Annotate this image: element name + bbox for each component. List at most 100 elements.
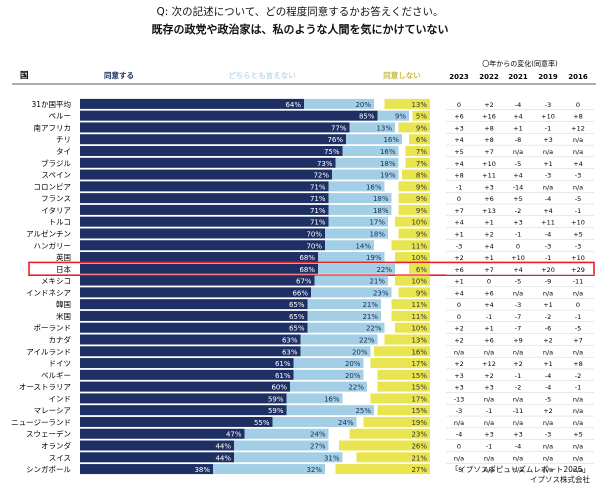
neutral-value: 19% [380,172,396,180]
neutral-value: 24% [310,431,326,439]
disagree-value: 13% [411,101,427,109]
disagree-bar [398,287,430,298]
agree-value: 70% [306,230,322,238]
change-value: +10 [541,113,555,121]
neutral-value: 18% [380,160,396,168]
country-label: 31か国平均 [31,99,71,109]
neutral-value: 20% [355,101,371,109]
change-value: 0 [457,301,461,309]
agree-value: 65% [289,301,305,309]
change-value: +8 [484,124,494,132]
change-value: -7 [515,313,521,321]
country-label: イタリア [41,206,71,215]
country-label: メキシコ [41,277,71,286]
agree-bar [80,122,350,133]
country-label: オーストラリア [19,383,71,392]
change-value: -1 [486,443,492,451]
change-value: +4 [484,242,494,250]
change-value: +3 [513,431,523,439]
country-label: ペルー [49,112,72,121]
neutral-value: 19% [366,254,382,262]
change-value: +3 [484,384,494,392]
country-label: アルゼンチン [26,228,71,238]
disagree-bar [409,134,430,145]
change-header: 〇年からの変化(同意率) [482,59,558,68]
disagree-value: 10% [411,278,427,286]
year-header-2023: 2023 [449,73,469,81]
change-value: +6 [454,266,464,274]
agree-value: 63% [282,348,298,356]
change-value: n/a [543,183,553,191]
change-value: n/a [484,395,494,403]
disagree-bar [398,193,430,204]
change-value: +2 [543,407,553,415]
disagree-value: 9% [416,183,427,191]
neutral-bar [307,299,381,310]
disagree-value: 9% [416,207,427,215]
change-value: -4 [545,230,551,238]
year-header-2022: 2022 [479,73,499,81]
change-value: -2 [515,384,521,392]
neutral-value: 16% [383,136,399,144]
disagree-value: 21% [411,454,427,462]
neutral-value: 21% [369,278,385,286]
neutral-value: 20% [345,360,361,368]
country-label: タイ [56,147,71,156]
neutral-value: 32% [306,466,322,474]
change-value: +16 [482,113,496,121]
change-value: -1 [515,372,521,380]
change-value: +1 [454,230,464,238]
agree-bar [80,204,329,215]
change-value: -3 [575,242,581,250]
change-value: n/a [513,148,523,156]
change-value: n/a [543,148,553,156]
statement-title: 既存の政党や政治家は、私のような人間を気にかけていない [151,23,449,36]
country-label: ニュージーランド [11,418,71,427]
agree-value: 47% [226,431,242,439]
neutral-value: 27% [310,443,326,451]
agree-value: 77% [331,124,347,132]
disagree-value: 13% [411,336,427,344]
agree-bar [80,322,308,333]
neutral-bar [307,310,381,321]
agree-bar [80,110,378,121]
change-value: +5 [573,431,583,439]
change-value: -3 [545,431,551,439]
change-value: -2 [575,372,581,380]
neutral-bar [272,416,357,427]
change-value: -3 [575,172,581,180]
agree-value: 70% [306,242,322,250]
agree-value: 59% [268,395,284,403]
agree-value: 61% [275,372,291,380]
agree-value: 55% [254,419,270,427]
country-label: オランダ [41,441,71,451]
neutral-value: 23% [373,289,389,297]
change-value: +6 [484,195,494,203]
change-value: n/a [543,289,553,297]
country-label: 韓国 [56,299,71,309]
agree-bar [80,416,273,427]
change-value: n/a [484,348,494,356]
country-label: シンガポール [26,464,71,474]
country-label: アイルランド [26,347,71,356]
change-value: n/a [543,419,553,427]
change-value: +4 [513,172,523,180]
disagree-value: 11% [411,313,427,321]
change-value: -5 [575,195,581,203]
country-label: スペイン [42,171,71,180]
agree-bar [80,346,301,357]
agree-bar [80,134,346,145]
change-value: +1 [484,254,494,262]
country-label: ドイツ [49,359,72,368]
neutral-bar [234,440,329,451]
neutral-value: 25% [355,407,371,415]
change-value: +6 [454,113,464,121]
disagree-bar [391,240,430,251]
change-value: +10 [511,254,525,262]
neutral-bar [377,110,409,121]
change-value: +1 [484,325,494,333]
change-value: +1 [513,124,523,132]
source-report: 「イプソスポピュリズムレポート2025」 [450,465,590,474]
change-value: n/a [513,395,523,403]
change-value: +6 [484,289,494,297]
